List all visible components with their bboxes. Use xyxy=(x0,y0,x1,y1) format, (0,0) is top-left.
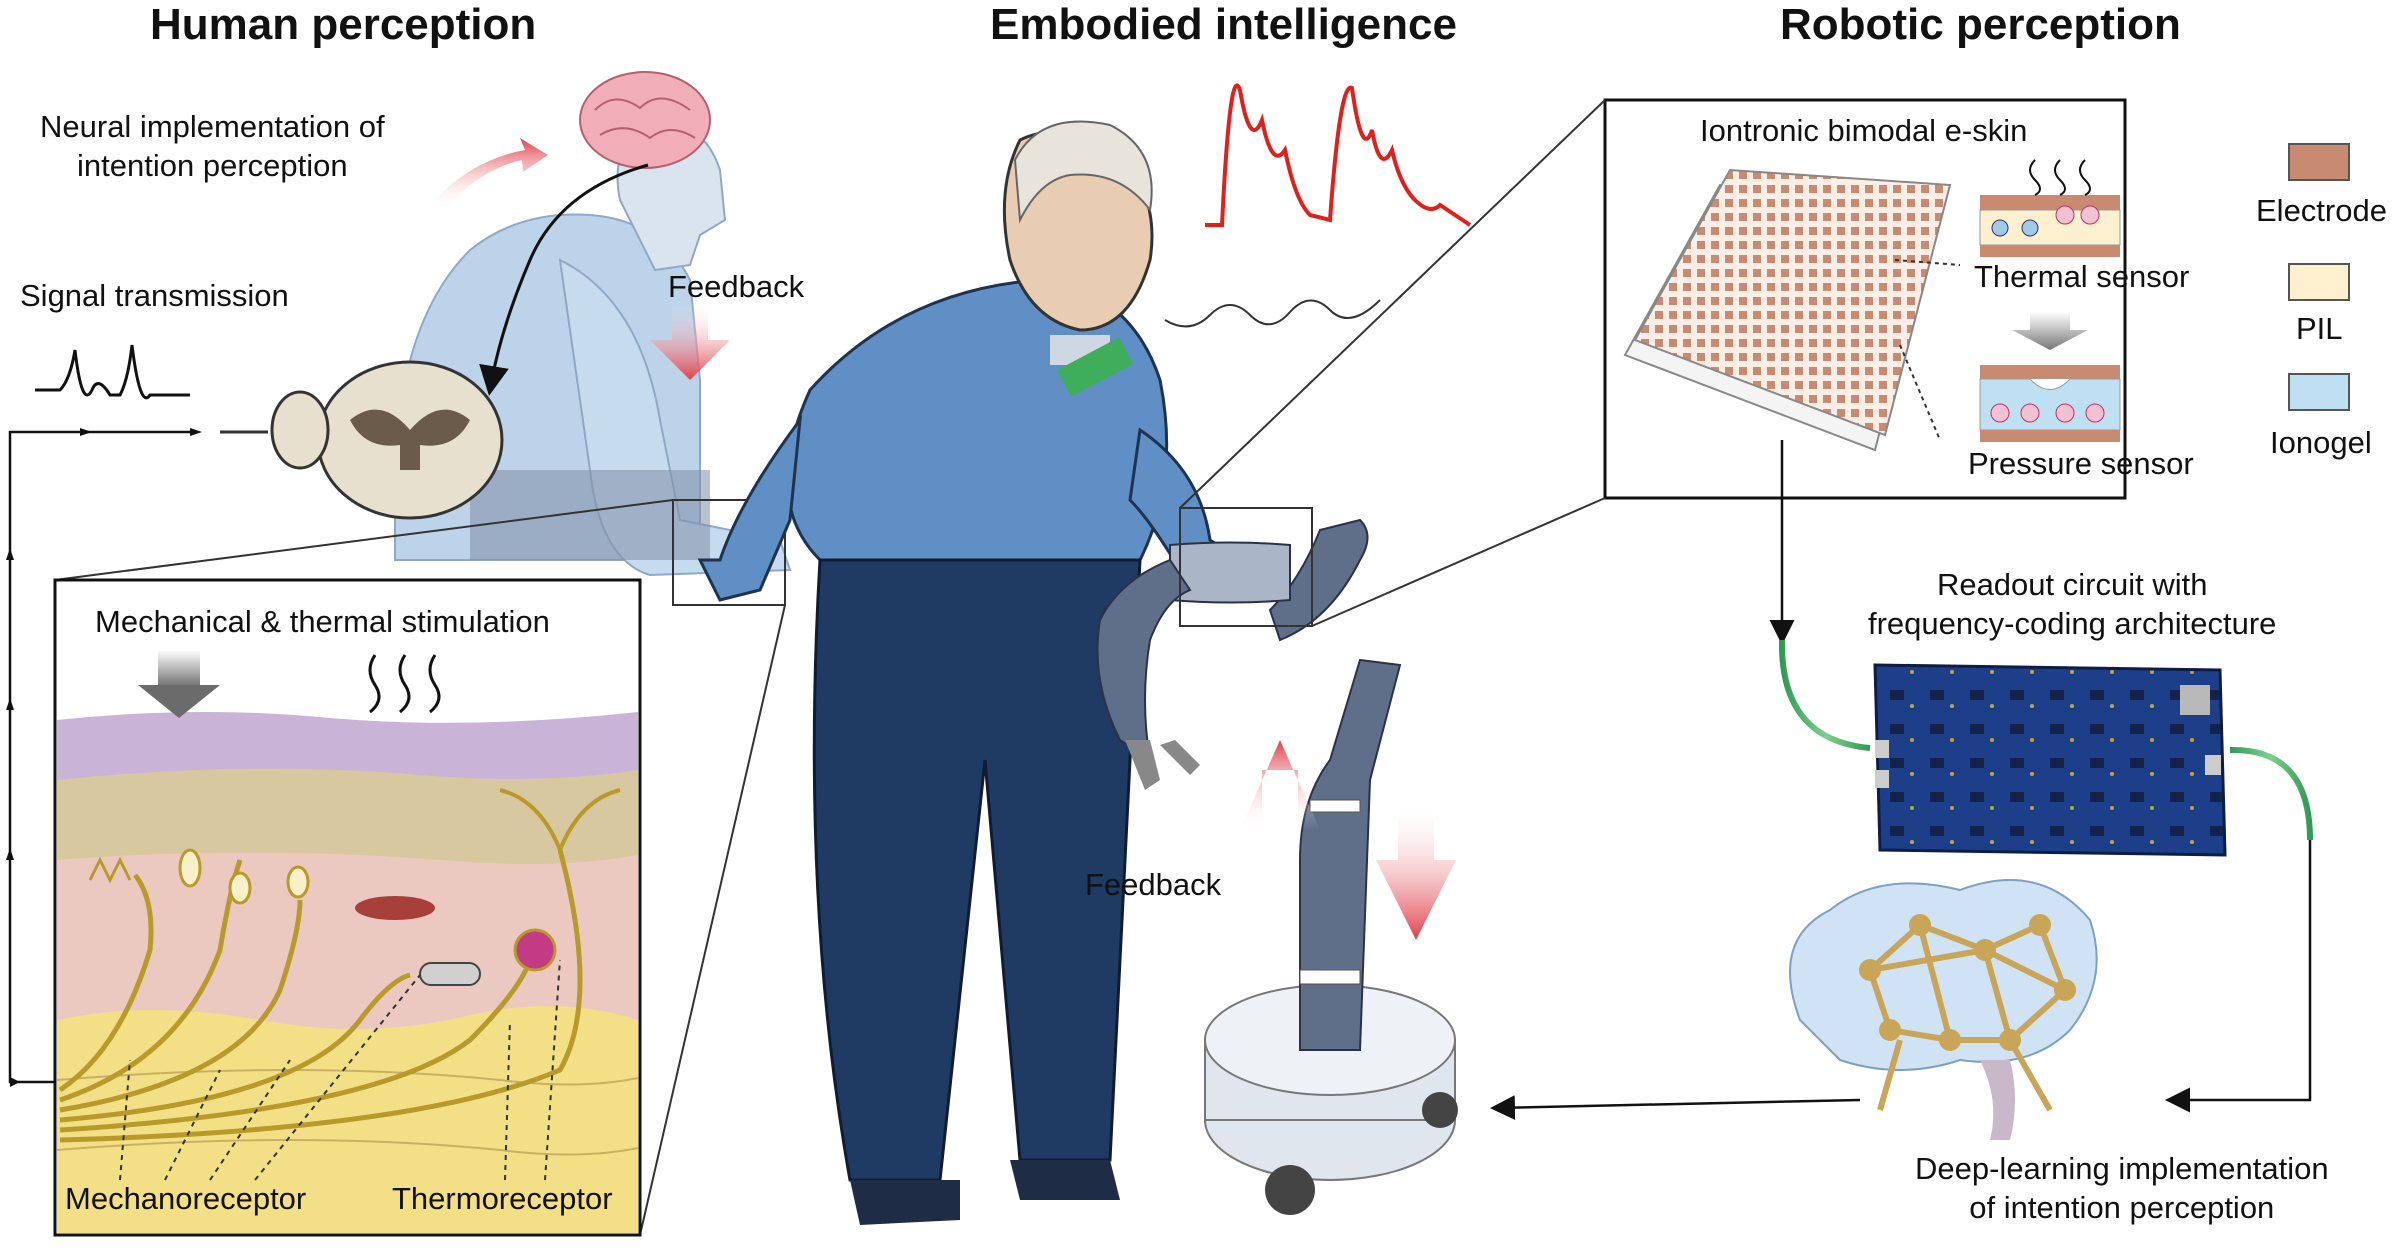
transition-arrow xyxy=(2012,312,2088,350)
zoom-box-robot-grip xyxy=(1179,507,1313,627)
feedback-up-arrow xyxy=(430,138,548,210)
spinal-cord-icon xyxy=(220,360,504,520)
pressure-sensor-schematic xyxy=(1979,365,2121,442)
section-title-human: Human perception xyxy=(150,0,537,49)
wireless-signal-line xyxy=(1164,299,1381,328)
brain-icon xyxy=(579,71,711,169)
section-title-embodied: Embodied intelligence xyxy=(990,0,1457,49)
deep-learning-label: Deep-learning implementation of intentio… xyxy=(1915,1151,2329,1225)
eskin-sheet xyxy=(1623,168,1952,452)
robot-arm-icon xyxy=(1096,518,1458,1215)
heat-wave-icon xyxy=(368,654,441,714)
ascending-nerve-arrow xyxy=(479,163,649,396)
feedback-label-human: Feedback xyxy=(668,269,805,304)
pressure-arrow-icon xyxy=(138,650,220,718)
robot-feedback-down-arrow xyxy=(1376,800,1456,940)
pressure-sensor-label: Pressure sensor xyxy=(1968,446,2194,481)
stimulation-label: Mechanical & thermal stimulation xyxy=(95,604,550,639)
readout-circuit-label: Readout circuit with frequency-coding ar… xyxy=(1868,567,2277,641)
signal-transmission-label: Signal transmission xyxy=(20,278,289,313)
skin-cross-section xyxy=(53,578,642,1237)
circuit-board-icon xyxy=(1873,663,2227,857)
signal-waveform xyxy=(35,344,190,400)
mechanoreceptor-label: Mechanoreceptor xyxy=(65,1181,307,1216)
feedback-label-robot: Feedback xyxy=(1085,867,1222,902)
section-title-robotic: Robotic perception xyxy=(1780,0,2181,49)
legend-swatch-pil xyxy=(2288,263,2350,301)
eskin-title: Iontronic bimodal e-skin xyxy=(1700,113,2028,148)
neural-implementation-label: Neural implementation of intention perce… xyxy=(40,109,385,183)
legend-swatch-electrode xyxy=(2288,143,2350,181)
legend-label-ionogel: Ionogel xyxy=(2270,425,2372,460)
neural-network-brain-icon xyxy=(1789,879,2098,1140)
zoom-box-hand xyxy=(672,499,786,606)
legend-label-pil: PIL xyxy=(2296,311,2343,346)
thermoreceptor-label: Thermoreceptor xyxy=(392,1181,613,1216)
cable-out xyxy=(2229,746,2313,841)
thermal-sensor-schematic xyxy=(1979,159,2121,257)
cable-in xyxy=(1778,639,1871,751)
thermal-sensor-label: Thermal sensor xyxy=(1974,259,2190,294)
elderly-man-illustration xyxy=(697,120,1243,1225)
robot-feedback-up-arrow xyxy=(1240,740,1320,830)
wearable-sensor-patch xyxy=(1057,337,1133,397)
legend-swatch-ionogel xyxy=(2288,373,2350,411)
signal-loop-line xyxy=(8,430,190,1084)
feedback-down-arrow xyxy=(650,300,730,380)
intention-signal-waveform xyxy=(1205,83,1472,227)
legend-label-electrode: Electrode xyxy=(2256,193,2387,228)
